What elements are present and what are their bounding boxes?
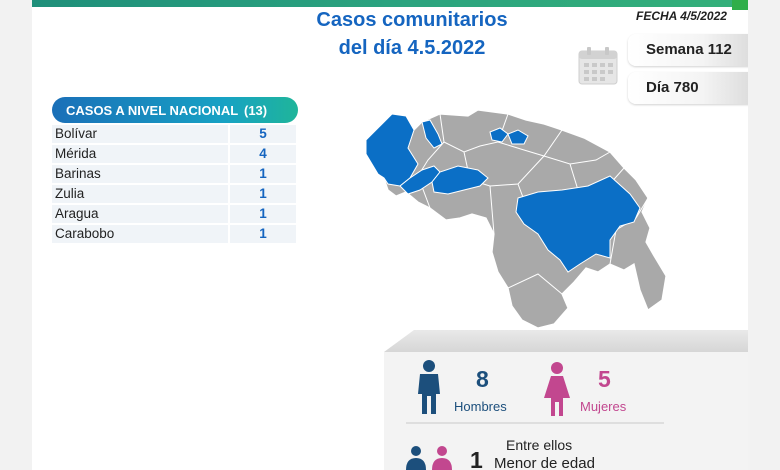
top-bar-accent	[732, 0, 748, 10]
state-cases: 1	[230, 225, 296, 243]
women-count: 5	[598, 366, 611, 392]
state-cases: 1	[230, 185, 296, 203]
top-bar	[32, 0, 748, 7]
week-label: Semana 112	[646, 41, 732, 58]
state-name: Aragua	[52, 205, 228, 223]
venezuela-map	[365, 109, 667, 329]
table-row: Bolívar 5	[52, 125, 296, 143]
state-cases: 4	[230, 145, 296, 163]
table-row: Zulia 1	[52, 185, 296, 203]
state-name: Bolívar	[52, 125, 228, 143]
among-them-label: Entre ellos	[506, 437, 573, 453]
national-cases-header: CASOS A NIVEL NACIONAL (13)	[52, 97, 298, 123]
minor-label: Menor de edad	[494, 455, 595, 470]
table-row: Barinas 1	[52, 165, 296, 183]
calendar-icon	[578, 47, 618, 85]
minor-icon	[406, 446, 452, 470]
day-pill: Día 780	[628, 72, 748, 104]
state-cases: 5	[230, 125, 296, 143]
men-label: Hombres	[454, 399, 507, 414]
week-pill: Semana 112	[628, 34, 748, 66]
date-label: FECHA 4/5/2022	[636, 9, 727, 23]
state-cases: 1	[230, 205, 296, 223]
table-row: Mérida 4	[52, 145, 296, 163]
state-barinas	[431, 165, 489, 195]
minor-count: 1	[470, 447, 483, 470]
title-line-1: Casos comunitarios	[316, 9, 508, 31]
state-carabobo	[489, 127, 509, 143]
male-icon	[418, 360, 440, 414]
men-count: 8	[476, 366, 489, 392]
state-aragua	[507, 129, 529, 145]
state-falcon-strip	[421, 119, 443, 149]
female-icon	[544, 362, 570, 416]
national-cases-total: (13)	[244, 103, 268, 118]
state-bolivar	[515, 175, 641, 273]
women-label: Mujeres	[580, 399, 627, 414]
infographic: Casos comunitarios del día 4.5.2022 FECH…	[32, 0, 748, 470]
state-name: Zulia	[52, 185, 228, 203]
state-name: Carabobo	[52, 225, 228, 243]
title-line-2: del día 4.5.2022	[338, 37, 486, 59]
state-cases: 1	[230, 165, 296, 183]
day-label: Día 780	[646, 79, 699, 96]
table-row: Carabobo 1	[52, 225, 296, 243]
state-name: Mérida	[52, 145, 228, 163]
national-cases-label: CASOS A NIVEL NACIONAL	[66, 103, 239, 118]
table-row: Aragua 1	[52, 205, 296, 223]
state-name: Barinas	[52, 165, 228, 183]
